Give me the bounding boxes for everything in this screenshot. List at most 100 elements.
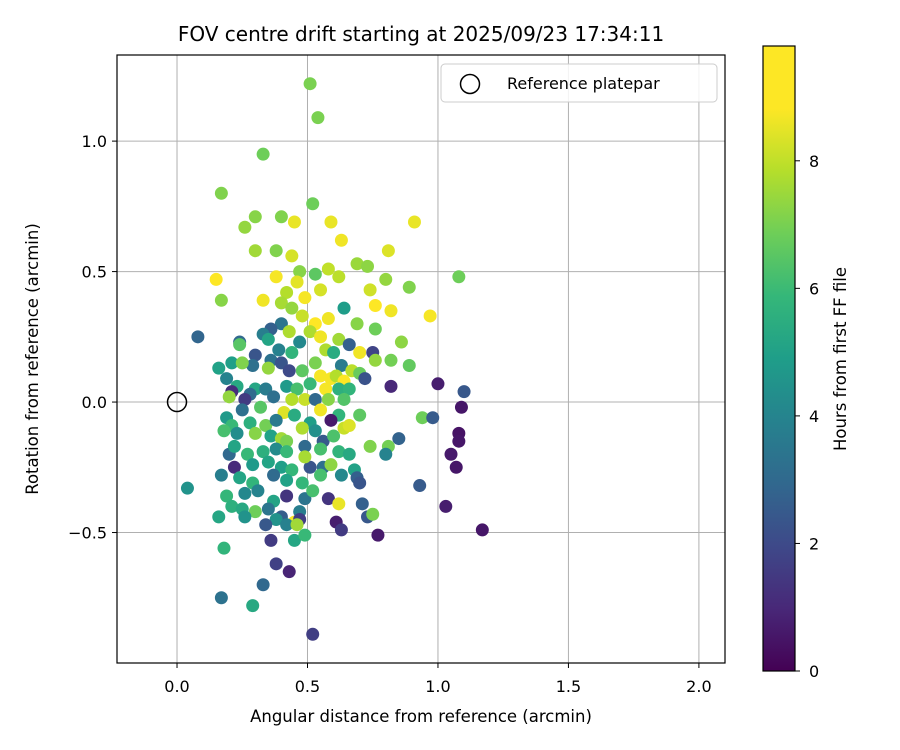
- data-point: [290, 382, 304, 396]
- legend-box: [440, 63, 718, 103]
- y-axis-label: Rotation from reference (arcmin): [23, 223, 42, 495]
- data-point: [332, 332, 346, 346]
- data-point: [246, 599, 260, 613]
- data-point: [259, 518, 273, 532]
- data-point: [303, 325, 317, 339]
- data-point: [261, 455, 275, 469]
- data-point: [238, 486, 252, 500]
- data-point: [332, 497, 346, 511]
- data-point: [212, 361, 226, 375]
- data-point: [287, 408, 301, 422]
- data-point: [248, 348, 262, 362]
- colorbar-tick-label: 8: [809, 152, 819, 171]
- data-point: [407, 215, 421, 229]
- data-point: [308, 424, 322, 438]
- data-point: [243, 416, 257, 430]
- data-point: [353, 345, 367, 359]
- data-point: [368, 322, 382, 336]
- data-point: [269, 512, 283, 526]
- data-point: [392, 432, 406, 446]
- data-point: [306, 484, 320, 498]
- data-point: [308, 267, 322, 281]
- data-point: [332, 270, 346, 284]
- data-point: [217, 541, 231, 555]
- data-point: [235, 356, 249, 370]
- data-point: [248, 210, 262, 224]
- data-point: [264, 429, 278, 443]
- x-tick-label: 0.5: [295, 677, 320, 696]
- data-point: [269, 442, 283, 456]
- legend-label: Reference platepar: [507, 74, 660, 93]
- data-point: [303, 377, 317, 391]
- data-point: [267, 390, 281, 404]
- data-point: [423, 309, 437, 323]
- data-point: [285, 301, 299, 315]
- data-point: [233, 338, 247, 352]
- data-point: [402, 359, 416, 373]
- data-point: [251, 484, 265, 498]
- data-point: [332, 382, 346, 396]
- data-point: [308, 392, 322, 406]
- data-point: [439, 499, 453, 513]
- data-point: [327, 345, 341, 359]
- y-tick-label: −0.5: [68, 524, 107, 543]
- data-point: [327, 429, 341, 443]
- data-point: [295, 421, 309, 435]
- data-point: [394, 335, 408, 349]
- data-point: [259, 419, 273, 433]
- data-point: [334, 523, 348, 537]
- data-point: [191, 330, 205, 344]
- data-point: [334, 233, 348, 247]
- data-point: [342, 382, 356, 396]
- data-point: [368, 299, 382, 313]
- data-point: [311, 111, 325, 125]
- data-point: [290, 518, 304, 532]
- x-tick-label: 1.0: [425, 677, 450, 696]
- data-point: [238, 510, 252, 524]
- data-point: [238, 220, 252, 234]
- data-point: [285, 345, 299, 359]
- data-point: [282, 325, 296, 339]
- data-point: [274, 210, 288, 224]
- data-point: [214, 591, 228, 605]
- data-point: [225, 499, 239, 513]
- data-point: [353, 408, 367, 422]
- data-point: [209, 272, 223, 286]
- data-point: [363, 439, 377, 453]
- data-point: [454, 400, 468, 414]
- data-point: [293, 265, 307, 279]
- colorbar-tick-label: 0: [809, 662, 819, 681]
- data-point: [306, 197, 320, 211]
- legend: Reference platepar: [440, 63, 718, 103]
- data-point: [337, 392, 351, 406]
- data-point: [282, 364, 296, 378]
- data-point: [415, 411, 429, 425]
- data-point: [353, 476, 367, 490]
- data-point: [334, 468, 348, 482]
- data-point: [314, 283, 328, 297]
- data-point: [280, 445, 294, 459]
- colorbar-label: Hours from first FF file: [831, 267, 850, 451]
- data-point: [267, 468, 281, 482]
- data-point: [269, 244, 283, 258]
- x-tick-label: 2.0: [686, 677, 711, 696]
- data-point: [256, 293, 270, 307]
- plot-frame: [116, 54, 726, 664]
- colorbar-tick-label: 6: [809, 279, 819, 298]
- data-point: [321, 492, 335, 506]
- data-point: [298, 291, 312, 305]
- data-point: [246, 458, 260, 472]
- legend-marker: [459, 73, 481, 95]
- data-point: [314, 330, 328, 344]
- data-point: [314, 369, 328, 383]
- data-point: [254, 400, 268, 414]
- data-point: [280, 473, 294, 487]
- colorbar-ticks: 0 2 4 6 8: [795, 152, 819, 681]
- data-point: [358, 372, 372, 386]
- x-tick-label: 1.5: [556, 677, 581, 696]
- y-tick-label: 0.0: [82, 393, 107, 412]
- data-point: [285, 463, 299, 477]
- data-point: [298, 439, 312, 453]
- data-point: [314, 468, 328, 482]
- data-point: [444, 447, 458, 461]
